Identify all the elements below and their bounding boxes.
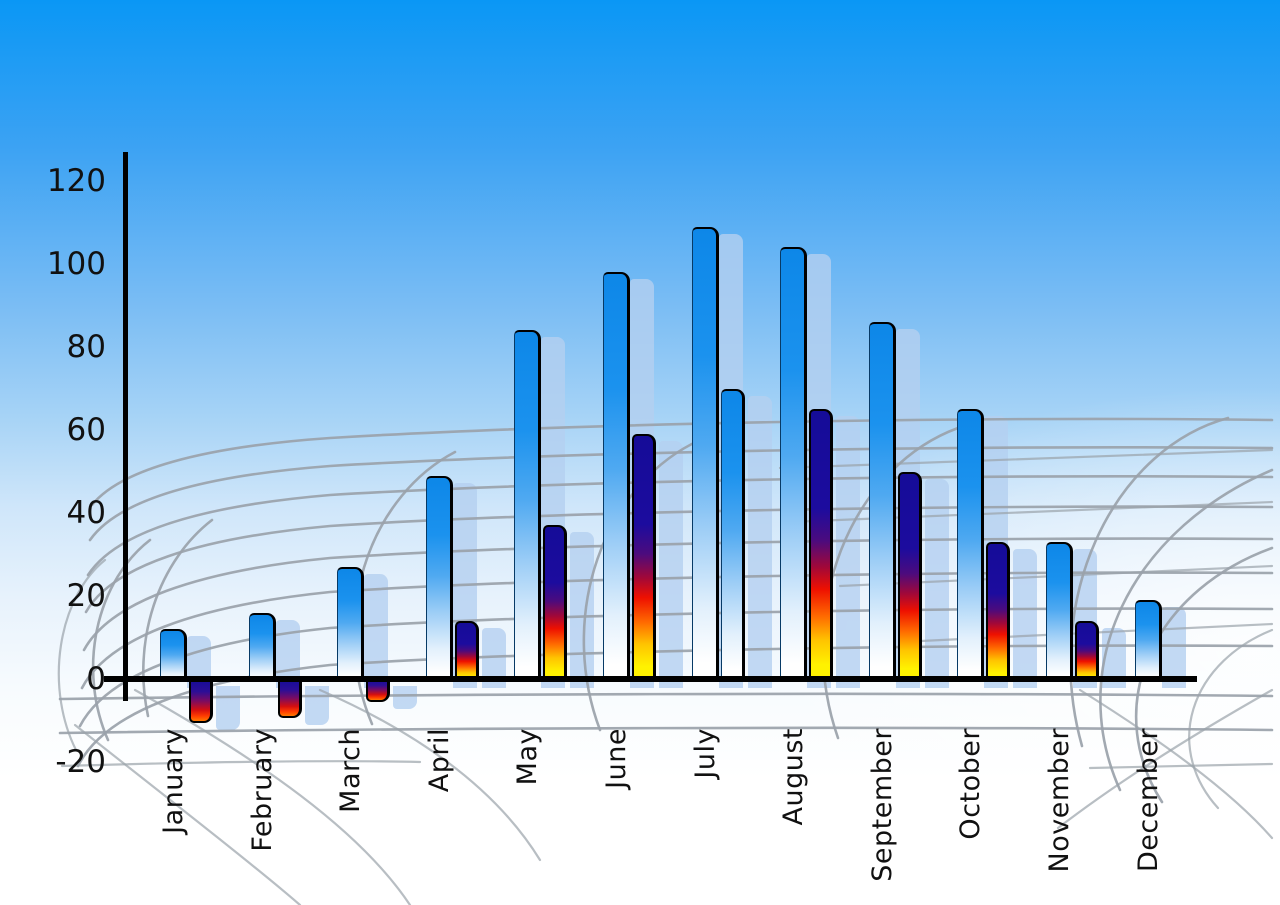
bar-primary-october bbox=[957, 409, 985, 681]
bar-secondary-january bbox=[189, 679, 213, 723]
y-label-20: 20 bbox=[66, 578, 106, 614]
bar-primary-november bbox=[1046, 542, 1073, 681]
bar-secondary-september bbox=[897, 471, 922, 681]
x-label-january: January bbox=[158, 728, 189, 834]
bar-secondary-june bbox=[632, 434, 656, 681]
y-label-0: 0 bbox=[86, 661, 106, 697]
bar-primary-june bbox=[603, 272, 630, 681]
bar-primary-august bbox=[780, 247, 808, 681]
y-label-100: 100 bbox=[46, 246, 106, 282]
bar-secondary-august bbox=[809, 409, 834, 681]
y-label-60: 60 bbox=[66, 412, 106, 448]
x-label-june: June bbox=[601, 728, 632, 789]
y-label--20: -20 bbox=[55, 744, 106, 780]
x-axis-baseline bbox=[104, 676, 1197, 682]
x-label-september: September bbox=[866, 728, 898, 882]
bar-secondary-july bbox=[720, 388, 745, 681]
bar-primary-september bbox=[868, 322, 896, 681]
bar-primary-february bbox=[248, 612, 276, 681]
y-label-80: 80 bbox=[66, 329, 106, 365]
bar-primary-march bbox=[337, 566, 365, 681]
x-label-april: April bbox=[423, 728, 455, 793]
bar-secondary-march bbox=[366, 679, 391, 702]
bar-secondary-october bbox=[986, 542, 1011, 681]
bar-secondary-february bbox=[277, 679, 302, 719]
bar-secondary-november bbox=[1075, 620, 1099, 681]
x-label-november: November bbox=[1044, 728, 1075, 873]
x-label-august: August bbox=[778, 728, 810, 826]
y-label-120: 120 bbox=[46, 163, 106, 199]
bar-secondary-april bbox=[454, 620, 479, 681]
x-label-july: July bbox=[689, 728, 721, 779]
bar-secondary-may bbox=[543, 525, 568, 681]
x-label-february: February bbox=[246, 728, 278, 852]
x-label-march: March bbox=[335, 728, 367, 813]
bar-primary-january bbox=[160, 629, 187, 681]
bar-primary-december bbox=[1134, 600, 1162, 681]
y-axis-line bbox=[123, 152, 128, 701]
bar-primary-may bbox=[514, 330, 542, 681]
x-label-may: May bbox=[512, 728, 544, 786]
bar-primary-july bbox=[691, 226, 719, 681]
bar-primary-april bbox=[425, 475, 453, 681]
x-label-october: October bbox=[955, 728, 987, 840]
x-label-december: December bbox=[1132, 728, 1164, 873]
y-label-40: 40 bbox=[66, 495, 106, 531]
